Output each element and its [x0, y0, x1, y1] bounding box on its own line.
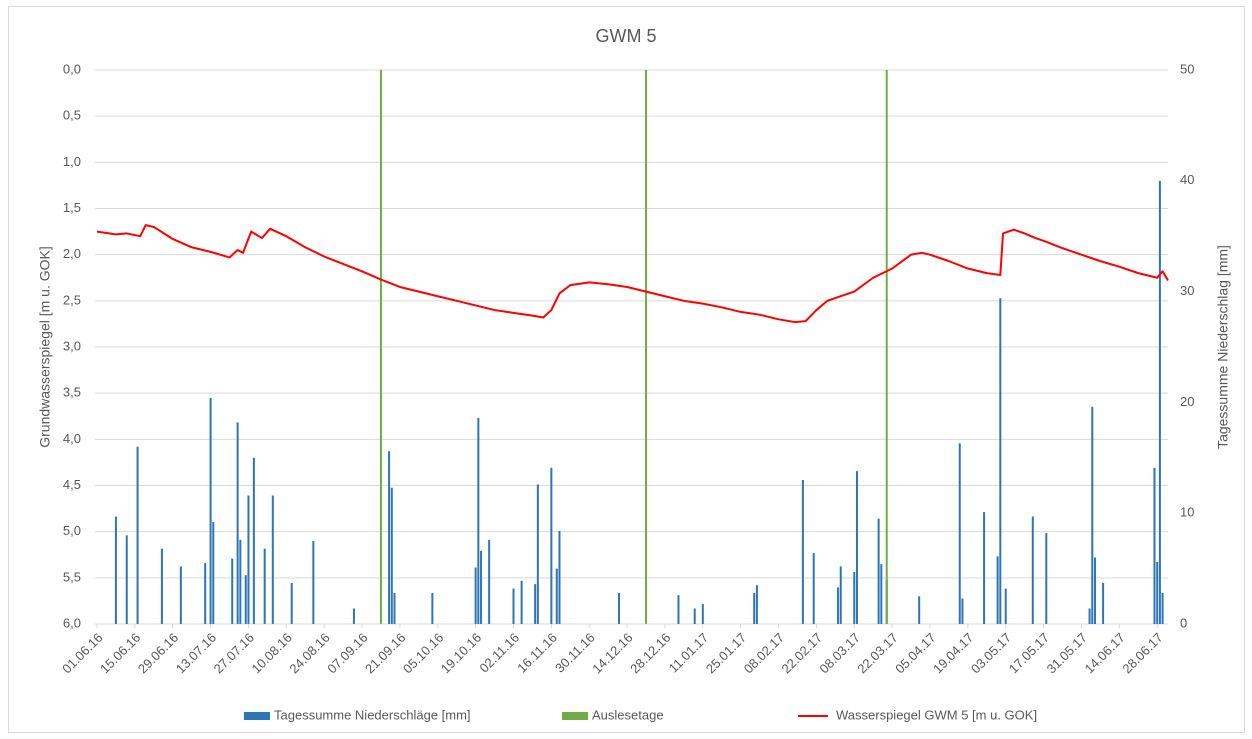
y-tick-label: 1,5 — [63, 200, 81, 215]
bar — [1153, 467, 1156, 624]
bar — [160, 548, 163, 624]
bar — [877, 518, 880, 624]
y-tick-label: 5,5 — [63, 569, 81, 584]
bar — [958, 443, 961, 624]
bar — [480, 550, 483, 624]
y2-axis-title: Tagessumme Niederschlag [mm] — [1215, 245, 1231, 449]
y-tick-label: 2,5 — [63, 292, 81, 307]
bar — [855, 471, 858, 624]
bar — [839, 566, 842, 624]
bar — [352, 608, 355, 624]
y-axis-title: Grundwasserspiegel [m u. GOK] — [37, 246, 53, 448]
bar — [136, 446, 139, 624]
bar — [1088, 608, 1091, 624]
bar — [801, 479, 804, 624]
bar — [536, 484, 539, 624]
y2-tick-label: 20 — [1180, 394, 1194, 409]
bar — [837, 587, 840, 624]
bar — [212, 522, 215, 624]
bar — [1093, 557, 1096, 624]
y2-tick-label: 0 — [1180, 615, 1187, 630]
bar — [1158, 180, 1161, 625]
bar — [693, 608, 696, 624]
bar — [290, 583, 293, 624]
y-tick-label: 6,0 — [63, 615, 81, 630]
bar — [312, 540, 315, 624]
legend-label: Wasserspiegel GWM 5 [m u. GOK] — [836, 707, 1037, 722]
bar — [617, 592, 620, 624]
bar — [388, 451, 391, 624]
bar — [179, 566, 182, 624]
bar — [244, 575, 247, 624]
y-tick-label: 1,0 — [63, 154, 81, 169]
bar — [125, 535, 128, 624]
bar — [474, 567, 477, 624]
bar — [1004, 588, 1007, 624]
y-tick-label: 3,0 — [63, 338, 81, 353]
bar — [701, 604, 704, 624]
bar — [1161, 592, 1164, 624]
bar — [755, 585, 758, 624]
y-tick-label: 4,0 — [63, 431, 81, 446]
bar — [1156, 561, 1159, 624]
chart-title: GWM 5 — [596, 26, 657, 46]
y-tick-label: 0,5 — [63, 108, 81, 123]
bar — [812, 553, 815, 624]
y-tick-label: 4,5 — [63, 477, 81, 492]
bar — [236, 422, 239, 624]
bar — [558, 530, 561, 624]
bar — [1045, 533, 1048, 624]
y-tick-label: 5,0 — [63, 523, 81, 538]
bar — [271, 495, 274, 624]
legend-swatch — [244, 712, 270, 720]
bar — [1091, 406, 1094, 624]
bar — [231, 558, 234, 624]
bar — [252, 457, 255, 624]
y2-tick-label: 50 — [1180, 61, 1194, 76]
bar — [512, 588, 515, 624]
bar — [488, 539, 491, 624]
bar — [1102, 583, 1105, 624]
bar — [880, 564, 883, 624]
y-tick-label: 3,5 — [63, 385, 81, 400]
bar — [520, 580, 523, 624]
bar — [555, 568, 558, 624]
bar — [534, 584, 537, 624]
legend-label: Auslesetage — [592, 707, 664, 722]
bar — [677, 595, 680, 624]
y2-tick-label: 30 — [1180, 283, 1194, 298]
y-tick-label: 0,0 — [63, 61, 81, 76]
water-level-line — [96, 224, 1169, 324]
bar — [996, 556, 999, 624]
bar — [1031, 516, 1034, 624]
legend-label: Tagessumme Niederschläge [mm] — [274, 707, 471, 722]
bar — [477, 417, 480, 624]
bar — [239, 539, 242, 624]
bar — [550, 467, 553, 624]
y2-tick-label: 10 — [1180, 505, 1194, 520]
bar — [114, 516, 117, 624]
y2-tick-label: 40 — [1180, 172, 1194, 187]
bar — [853, 571, 856, 624]
bar — [431, 592, 434, 624]
bar — [390, 487, 393, 624]
bar — [393, 592, 396, 624]
bar — [918, 596, 921, 624]
bar — [999, 298, 1002, 624]
bar — [961, 598, 964, 624]
chart-border — [8, 6, 1245, 733]
bar — [753, 592, 756, 624]
bar — [247, 495, 250, 624]
bar — [204, 563, 207, 624]
legend: Tagessumme Niederschläge [mm] Auslesetage… — [244, 707, 1037, 722]
bar — [983, 512, 986, 624]
legend-swatch — [562, 712, 588, 720]
bar — [209, 397, 212, 624]
bar — [263, 548, 266, 624]
y-tick-label: 2,0 — [63, 246, 81, 261]
